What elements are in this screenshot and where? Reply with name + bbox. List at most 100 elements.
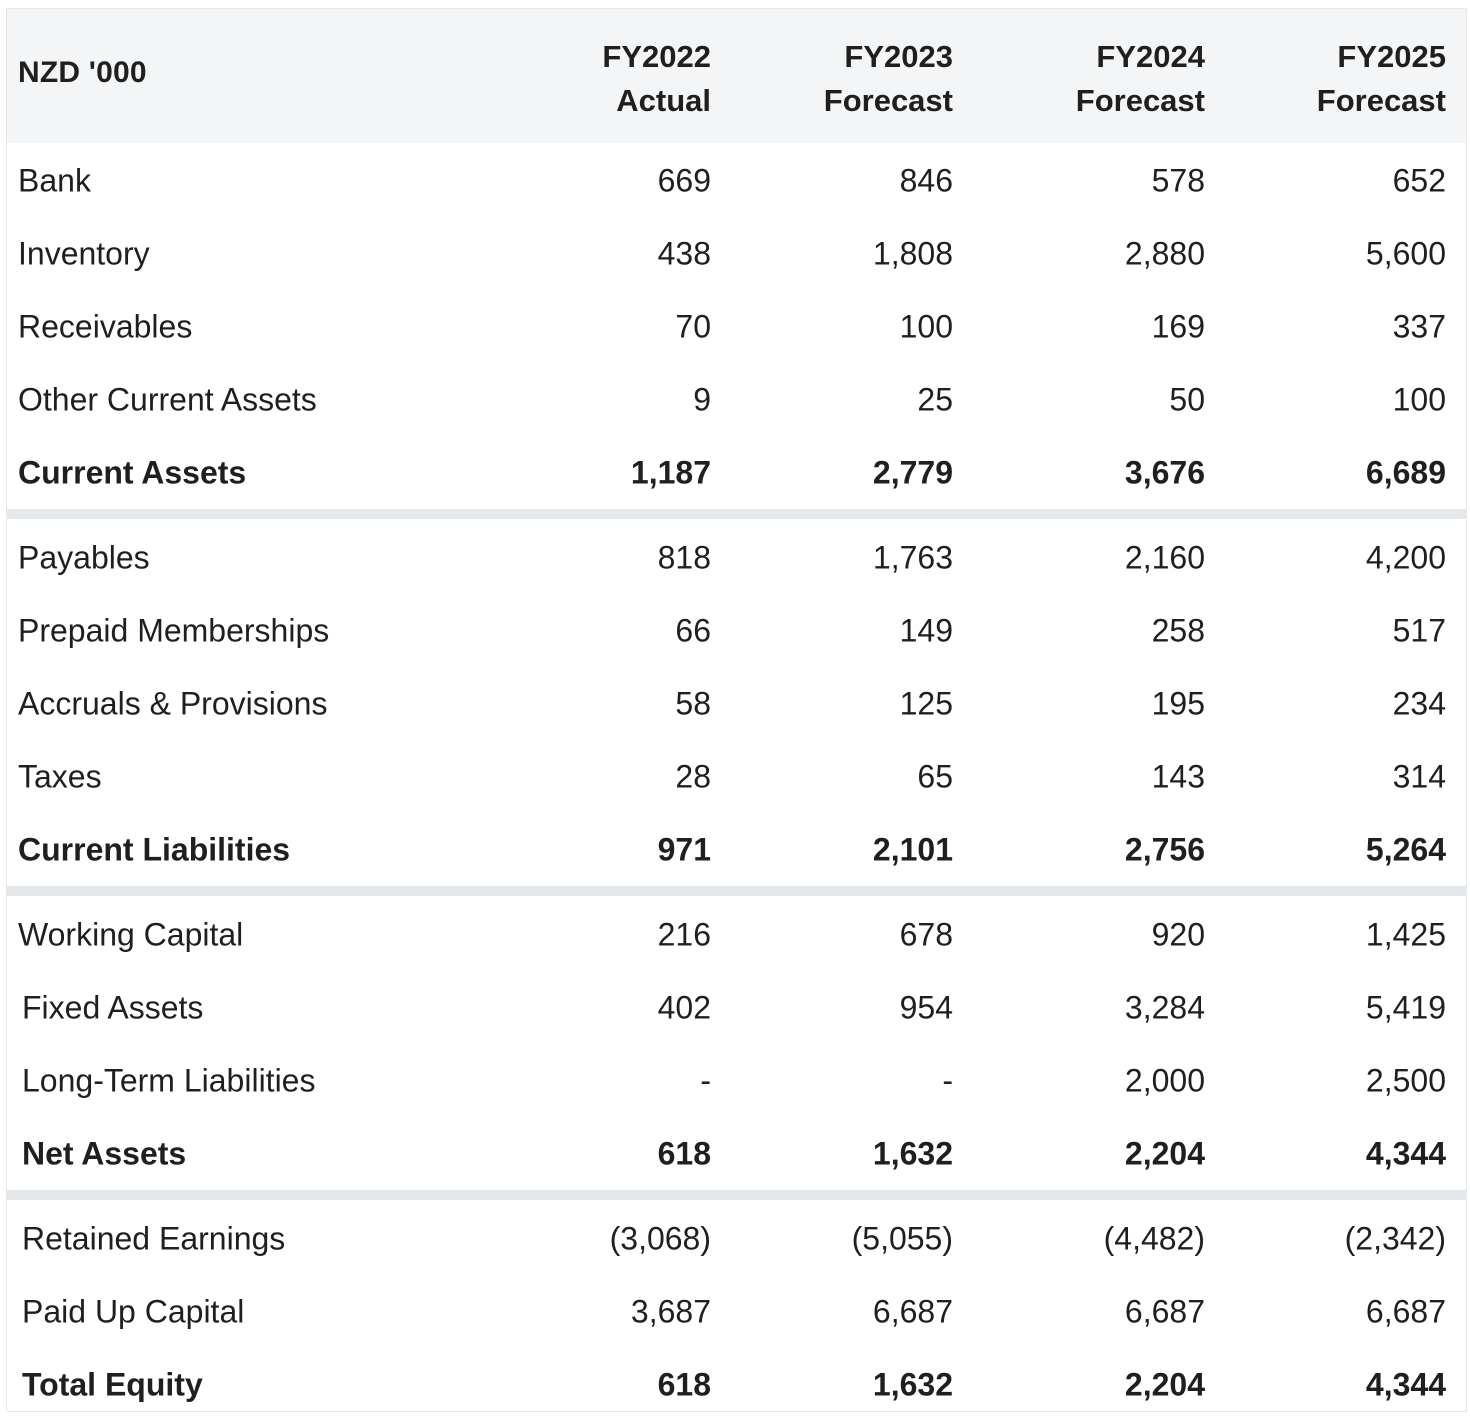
cell-value: 58 bbox=[675, 685, 711, 721]
cell-value: 28 bbox=[675, 758, 711, 794]
row-label: Accruals & Provisions bbox=[18, 685, 328, 721]
cell-value: 618 bbox=[657, 1135, 711, 1171]
cell-value: 25 bbox=[917, 381, 953, 417]
section-divider bbox=[7, 1190, 1466, 1200]
column-header-fy2025: FY2025 Forecast bbox=[1316, 39, 1446, 118]
cell-value: 6,689 bbox=[1365, 454, 1446, 490]
table-row: Long-Term Liabilities - - 2,000 2,500 bbox=[7, 1044, 1466, 1117]
total-row-net-assets: Net Assets 618 1,632 2,204 4,344 bbox=[7, 1117, 1466, 1190]
cell-value: 6,687 bbox=[1124, 1293, 1205, 1329]
row-label: Prepaid Memberships bbox=[18, 612, 330, 648]
cell-value: 1,763 bbox=[872, 539, 953, 575]
cell-value: 971 bbox=[657, 831, 711, 867]
cell-value: 337 bbox=[1392, 308, 1446, 344]
cell-value: 50 bbox=[1169, 381, 1205, 417]
cell-value: 5,264 bbox=[1365, 831, 1446, 867]
cell-value: 65 bbox=[917, 758, 953, 794]
cell-value: 402 bbox=[657, 989, 711, 1025]
cell-value: (2,342) bbox=[1344, 1220, 1446, 1256]
table-row: Working Capital 216 678 920 1,425 bbox=[7, 898, 1466, 971]
table-row: Accruals & Provisions 58 125 195 234 bbox=[7, 667, 1466, 740]
cell-value: 3,284 bbox=[1124, 989, 1205, 1025]
cell-value: 169 bbox=[1151, 308, 1205, 344]
cell-value: 2,204 bbox=[1124, 1366, 1205, 1402]
cell-value: 438 bbox=[657, 235, 711, 271]
cell-value: 3,676 bbox=[1124, 454, 1205, 490]
cell-value: 1,425 bbox=[1365, 916, 1446, 952]
net-assets-section: Working Capital 216 678 920 1,425 Fixed … bbox=[7, 896, 1466, 1190]
cell-value: 149 bbox=[899, 612, 953, 648]
cell-value: (3,068) bbox=[609, 1220, 711, 1256]
table-row: Fixed Assets 402 954 3,284 5,419 bbox=[7, 971, 1466, 1044]
cell-value: 143 bbox=[1151, 758, 1205, 794]
cell-value: 5,419 bbox=[1365, 989, 1446, 1025]
table-row: Retained Earnings (3,068) (5,055) (4,482… bbox=[7, 1202, 1466, 1275]
cell-value: 4,344 bbox=[1365, 1135, 1446, 1171]
row-label: Net Assets bbox=[22, 1135, 187, 1171]
row-label: Taxes bbox=[18, 758, 102, 794]
cell-value: 2,756 bbox=[1124, 831, 1205, 867]
cell-value: 578 bbox=[1151, 162, 1205, 198]
cell-value: 9 bbox=[693, 381, 711, 417]
column-header-fy2022: FY2022 Actual bbox=[602, 39, 711, 118]
cell-value: 234 bbox=[1392, 685, 1446, 721]
cell-value: (5,055) bbox=[851, 1220, 953, 1256]
cell-value: 6,687 bbox=[1365, 1293, 1446, 1329]
total-row-current-assets: Current Assets 1,187 2,779 3,676 6,689 bbox=[7, 436, 1466, 509]
row-label: Total Equity bbox=[22, 1366, 203, 1402]
row-label: Working Capital bbox=[18, 916, 244, 952]
cell-value: 1,632 bbox=[872, 1135, 953, 1171]
cell-value: 100 bbox=[1392, 381, 1446, 417]
row-label: Payables bbox=[18, 539, 150, 575]
cell-value: 216 bbox=[657, 916, 711, 952]
cell-value: 258 bbox=[1151, 612, 1205, 648]
cell-value: 125 bbox=[899, 685, 953, 721]
cell-value: 5,600 bbox=[1365, 235, 1446, 271]
cell-value: 195 bbox=[1151, 685, 1205, 721]
cell-value: 2,880 bbox=[1124, 235, 1205, 271]
row-label: Inventory bbox=[18, 235, 150, 271]
cell-value: 517 bbox=[1392, 612, 1446, 648]
table-row: Receivables 70 100 169 337 bbox=[7, 290, 1466, 363]
cell-value: 846 bbox=[899, 162, 953, 198]
currency-unit-label: NZD '000 bbox=[18, 56, 147, 89]
cell-value: 1,808 bbox=[872, 235, 953, 271]
cell-value: 2,779 bbox=[872, 454, 953, 490]
cell-value: 2,160 bbox=[1124, 539, 1205, 575]
table-row: Inventory 438 1,808 2,880 5,600 bbox=[7, 217, 1466, 290]
row-label: Fixed Assets bbox=[22, 989, 204, 1025]
cell-value: 1,187 bbox=[630, 454, 711, 490]
cell-value: 4,200 bbox=[1365, 539, 1446, 575]
table-row: Taxes 28 65 143 314 bbox=[7, 740, 1466, 813]
row-label: Current Assets bbox=[18, 454, 247, 490]
current-assets-section: Bank 669 846 578 652 Inventory 438 1,808… bbox=[7, 143, 1466, 509]
row-label: Long-Term Liabilities bbox=[22, 1062, 316, 1098]
section-divider bbox=[7, 509, 1466, 519]
row-label: Current Liabilities bbox=[18, 831, 291, 867]
cell-value: (4,482) bbox=[1103, 1220, 1205, 1256]
cell-value: 6,687 bbox=[872, 1293, 953, 1329]
cell-value: 818 bbox=[657, 539, 711, 575]
table-row: Other Current Assets 9 25 50 100 bbox=[7, 363, 1466, 436]
cell-value: 66 bbox=[675, 612, 711, 648]
cell-value: 2,101 bbox=[872, 831, 953, 867]
cell-value: 100 bbox=[899, 308, 953, 344]
table-row: Prepaid Memberships 66 149 258 517 bbox=[7, 594, 1466, 667]
section-divider bbox=[7, 886, 1466, 896]
cell-value: 618 bbox=[657, 1366, 711, 1402]
cell-value: 669 bbox=[657, 162, 711, 198]
cell-value: 70 bbox=[675, 308, 711, 344]
table-row: Payables 818 1,763 2,160 4,200 bbox=[7, 521, 1466, 594]
cell-value: 2,500 bbox=[1365, 1062, 1446, 1098]
row-label: Paid Up Capital bbox=[22, 1293, 245, 1329]
table-row: Paid Up Capital 3,687 6,687 6,687 6,687 bbox=[7, 1275, 1466, 1348]
cell-value: 652 bbox=[1392, 162, 1446, 198]
total-row-total-equity: Total Equity 618 1,632 2,204 4,344 bbox=[7, 1348, 1466, 1411]
row-label: Retained Earnings bbox=[22, 1220, 286, 1256]
cell-value: 678 bbox=[899, 916, 953, 952]
cell-value: - bbox=[942, 1062, 953, 1098]
equity-section: Retained Earnings (3,068) (5,055) (4,482… bbox=[7, 1200, 1466, 1411]
cell-value: 314 bbox=[1392, 758, 1446, 794]
total-row-current-liabilities: Current Liabilities 971 2,101 2,756 5,26… bbox=[7, 813, 1466, 886]
table-header: NZD '000 FY2022 Actual FY2023 Forecast F… bbox=[7, 9, 1466, 143]
